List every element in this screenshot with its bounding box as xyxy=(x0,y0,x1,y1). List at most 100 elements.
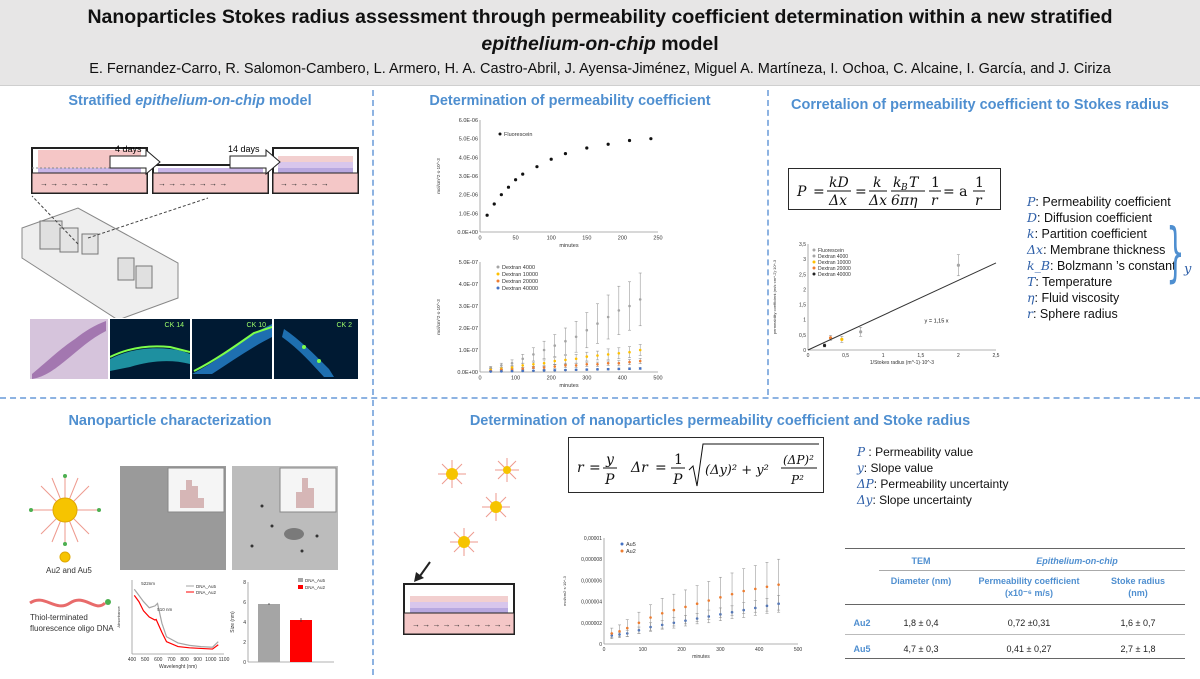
var2-sym-y: y xyxy=(857,461,864,475)
y-tick-label: 3 xyxy=(803,257,806,263)
micrograph-ck2: CK 2 xyxy=(274,319,358,379)
svg-text:P: P xyxy=(796,184,807,200)
y-axis-label: mol/cm^2·s·10^-3 xyxy=(436,299,441,335)
title-line-1: Nanoparticles Stokes radius assessment t… xyxy=(87,6,1113,28)
data-point xyxy=(542,369,546,372)
x-axis-label: 1/Stokes radius (m^-1)·10^-3 xyxy=(870,360,934,366)
legend-label: Dextran 40000 xyxy=(818,272,851,278)
var-desc-r: : Sphere radius xyxy=(1032,307,1118,321)
data-point xyxy=(542,361,546,365)
table-row-au2-diameter: 1,8 ± 0,4 xyxy=(903,618,939,628)
var-row-dx: Δx: Membrane thickness xyxy=(1027,242,1176,258)
chart-dextran: 0 100 200 300 400 500 0.0E+00 1.0E-07 2.0E-07 3.0… xyxy=(436,260,663,389)
data-point xyxy=(618,629,621,633)
data-point xyxy=(489,370,492,373)
var-row-kb: k_B: Bolzmann ’s constant xyxy=(1027,258,1176,274)
insert-arrow-icon xyxy=(419,561,431,577)
var2-sym-dy: Δy xyxy=(857,493,873,507)
data-point xyxy=(564,368,567,372)
var-sym-r: r xyxy=(1027,306,1033,321)
var-sym-k: k xyxy=(1027,226,1035,241)
data-point xyxy=(564,339,567,343)
y-tick-label: 4.0E-07 xyxy=(459,282,478,288)
section-title-nanoparticle: Nanoparticle characterization xyxy=(68,413,272,429)
var2-row-dy: Δy: Slope uncertainty xyxy=(857,492,1008,508)
svg-text:(ΔP)²: (ΔP)² xyxy=(783,453,814,467)
legend-label: DNA_Au2 xyxy=(305,585,326,590)
brace-var: y xyxy=(1184,262,1192,277)
table-row-au5-diameter: 4,7 ± 0,3 xyxy=(903,644,939,654)
y-tick-label: 6 xyxy=(243,600,246,606)
legend-marker xyxy=(812,260,816,264)
svg-text:=: = xyxy=(589,460,601,476)
y-tick-label: 5.0E-06 xyxy=(459,137,478,143)
data-point xyxy=(617,361,621,365)
data-point xyxy=(719,596,722,599)
table-header-rule xyxy=(845,604,1185,605)
data-point xyxy=(521,367,525,370)
svg-text:y: y xyxy=(605,452,615,468)
x-axis-label: minutes xyxy=(559,383,579,389)
legend-marker xyxy=(298,585,303,589)
var-sym-dx: Δx xyxy=(1027,242,1044,257)
micro-label-ck10: CK 10 xyxy=(246,322,266,329)
table-row-au2-name: Au2 xyxy=(853,618,871,628)
he-stain-image xyxy=(32,321,106,379)
data-point xyxy=(574,335,578,339)
legend-label: Au5 xyxy=(626,542,636,548)
data-point xyxy=(660,611,664,615)
chart-absorbance: 400 500 600 700 800 900 1000 1100 Wavelenght (nm… xyxy=(116,580,230,670)
var-row-d: D: Diffusion coefficient xyxy=(1027,210,1176,226)
table-group-tem: TEM xyxy=(911,556,931,566)
y-tick-label: 1,5 xyxy=(799,303,806,309)
peak-label: 510 nm xyxy=(157,607,172,612)
x-tick-label: 200 xyxy=(677,647,686,653)
data-point xyxy=(956,263,960,267)
var2-row-y: y: Slope value xyxy=(857,460,1008,476)
data-point xyxy=(684,605,687,609)
y-tick-label: 2 xyxy=(803,287,806,293)
data-point xyxy=(535,165,539,169)
section-title-model: Stratified epithelium-on-chip model xyxy=(20,93,360,109)
results-table: TEM Epithelium-on-chip Diameter (nm) Per… xyxy=(845,548,1185,659)
var-row-r: r: Sphere radius xyxy=(1027,306,1176,322)
var-sym-t: T xyxy=(1027,274,1036,289)
legend-marker xyxy=(812,254,816,258)
data-point xyxy=(500,370,503,373)
y-tick-label: 2.0E-06 xyxy=(459,193,478,199)
data-point xyxy=(638,359,642,363)
data-point xyxy=(563,152,568,156)
brace-icon: } xyxy=(1166,216,1185,290)
x-tick-label: 500 xyxy=(653,376,662,382)
chip-device xyxy=(21,195,209,318)
x-tick-label: 500 xyxy=(794,647,803,653)
svg-text:→ → → → → → →: → → → → → → → xyxy=(158,179,227,188)
svg-text:=: = xyxy=(655,460,667,476)
data-point xyxy=(510,361,514,365)
svg-text:(Δy)² + y²: (Δy)² + y² xyxy=(705,463,769,478)
micrograph-ck10: CK 10 xyxy=(192,319,273,379)
svg-text:=: = xyxy=(813,184,825,200)
data-point xyxy=(628,350,631,354)
data-point xyxy=(617,352,621,355)
chart-correlation: 0 0,5 1 1,5 2 2,5 0 0,5 1 1,5 2 2,5 3 3,5 1/Stokes rad… xyxy=(772,242,1000,366)
data-point xyxy=(542,348,546,352)
legend-label: Dextran 20000 xyxy=(818,266,851,272)
x-tick-label: 100 xyxy=(511,376,520,382)
data-point xyxy=(549,157,553,161)
data-point xyxy=(521,172,525,176)
table-row-rule xyxy=(845,634,1185,635)
tem-image-au2 xyxy=(120,466,226,570)
chart-size: 0 2 4 6 8 Size (nm) DNA_Au5 DNA_Au2 xyxy=(230,578,334,666)
var-sym-p: P xyxy=(1027,194,1036,209)
var2-desc-y: : Slope value xyxy=(863,461,934,475)
table-row-au5-name: Au5 xyxy=(853,644,871,654)
x-tick-label: 900 xyxy=(194,657,203,663)
title-line-2: epithelium-on-chip model xyxy=(0,33,1200,56)
data-point xyxy=(521,364,525,367)
data-point xyxy=(492,202,496,206)
arrow-step-1 xyxy=(109,148,161,176)
svg-text:kD: kD xyxy=(829,175,849,191)
svg-text:k: k xyxy=(893,175,901,191)
